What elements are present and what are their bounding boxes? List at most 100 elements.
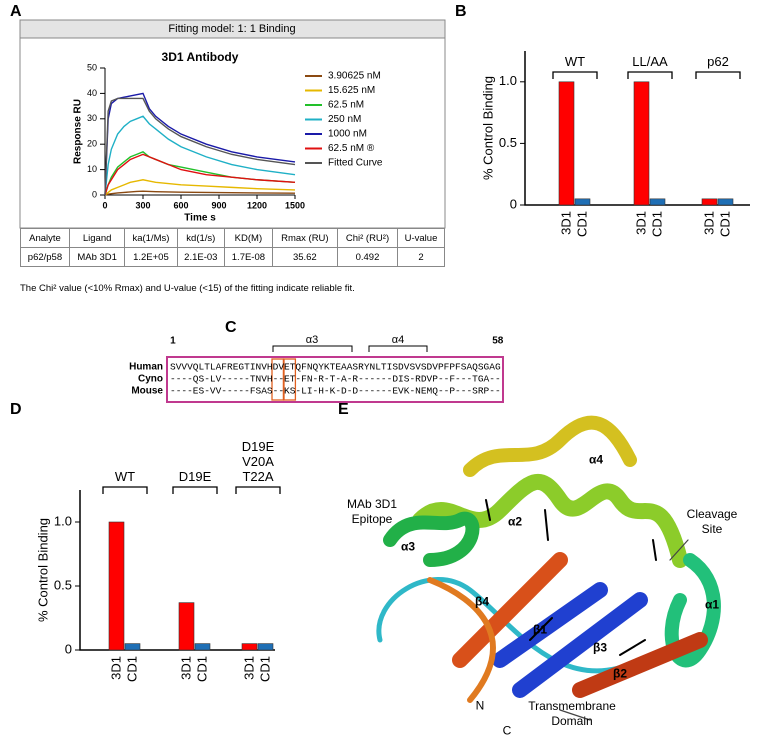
group-bracket xyxy=(102,486,148,494)
table-cell: Chi² (RU²) xyxy=(336,228,399,248)
group-label: D19E xyxy=(178,469,212,484)
bar xyxy=(633,81,650,206)
x-tick-label: 0 xyxy=(102,200,107,210)
legend-label: 62.5 nM ® xyxy=(328,143,375,154)
helix-brackets xyxy=(272,345,428,352)
bar xyxy=(717,198,734,206)
panel-label: C xyxy=(225,319,237,336)
epitope-box xyxy=(283,358,297,401)
y-tick-label: 0.5 xyxy=(499,135,517,150)
y-tick-label: 0 xyxy=(92,189,97,199)
panel-label: D xyxy=(10,401,22,418)
bar-label: CD1 xyxy=(717,211,732,237)
legend-label: 15.625 nM xyxy=(328,85,375,96)
sequence: ----QS-LV-----TNVH--ET-FN-R-T-A-R------D… xyxy=(170,374,501,385)
bar-label: CD1 xyxy=(574,211,589,237)
sequence: ----ES-VV-----FSAS--KS-LI-H-K-D-D------E… xyxy=(170,386,501,397)
bar-label: CD1 xyxy=(124,656,139,682)
panel-label: A xyxy=(10,3,22,20)
sequence: SVVVQLTLAFREGTINVHDVETQFNQYKTEAASRYNLTIS… xyxy=(170,362,501,373)
y-axis-label: % Control Binding xyxy=(35,518,50,622)
y-axis-label: Response RU xyxy=(73,99,84,164)
legend-label: 1000 nM xyxy=(328,129,367,140)
y-tick-label: 1.0 xyxy=(499,73,517,88)
structure-label: Cleavage Site xyxy=(686,507,738,536)
table-cell: kd(1/s) xyxy=(176,228,226,248)
group-bracket xyxy=(235,486,281,494)
bar-label: 3D1 xyxy=(558,211,573,235)
table-cell: MAb 3D1 xyxy=(68,247,126,267)
table-cell: Ligand xyxy=(68,228,126,248)
structure-label: α4 xyxy=(588,452,604,467)
bar-label: 3D1 xyxy=(633,211,648,235)
group-label: LL/AA xyxy=(632,54,668,69)
table-cell: ka(1/Ms) xyxy=(124,228,178,248)
group-label: p62 xyxy=(707,54,729,69)
y-tick-label: 20 xyxy=(87,139,97,149)
bar-label: 3D1 xyxy=(178,656,193,680)
chart-title: 3D1 Antibody xyxy=(162,50,239,64)
species-name: Cyno xyxy=(138,374,163,385)
x-axis-label: Time s xyxy=(184,213,216,224)
line xyxy=(104,153,296,196)
bar xyxy=(241,643,258,651)
fit-note: The Chi² value (<10% Rmax) and U-value (… xyxy=(20,283,355,294)
line xyxy=(104,92,296,196)
structure-label: β1 xyxy=(533,622,547,637)
structure-label: β3 xyxy=(593,640,607,655)
bar-label: CD1 xyxy=(194,656,209,682)
line xyxy=(104,179,296,196)
bar xyxy=(257,643,274,651)
species-name: Mouse xyxy=(131,386,163,397)
structure-label: MAb 3D1 Epitope xyxy=(346,497,398,526)
panel-label: B xyxy=(455,3,467,20)
structure-label: α3 xyxy=(400,539,416,554)
table-cell: U-value xyxy=(397,228,445,248)
panel-label: E xyxy=(338,401,349,418)
y-tick-label: 0 xyxy=(510,196,517,211)
x-tick-label: 1200 xyxy=(247,200,267,210)
structure-label: β4 xyxy=(475,594,489,609)
helix-label: α3 xyxy=(306,334,318,346)
legend-label: 250 nM xyxy=(328,114,361,125)
y-tick-label: 50 xyxy=(87,62,97,72)
legend-label: 3.90625 nM xyxy=(328,71,381,82)
table-cell: KD(M) xyxy=(224,228,273,248)
line xyxy=(104,97,296,196)
y-tick-label: 0 xyxy=(65,641,72,656)
line xyxy=(104,115,296,196)
x-tick-label: 300 xyxy=(135,200,150,210)
bar xyxy=(649,198,666,206)
table-cell: 2 xyxy=(397,247,445,267)
y-tick-label: 40 xyxy=(87,88,97,98)
bar xyxy=(558,81,575,206)
fit-header-bar xyxy=(19,19,446,39)
bar-label: 3D1 xyxy=(241,656,256,680)
structure-label: N xyxy=(475,698,485,713)
x-tick-label: 600 xyxy=(173,200,188,210)
y-tick-label: 1.0 xyxy=(54,513,72,528)
fit-table: Analyte Ligand ka(1/Ms) kd(1/s) KD(M) Rmax (R… xyxy=(20,228,445,267)
group-label: WT xyxy=(564,54,586,69)
legend-label: Fitted Curve xyxy=(328,158,383,169)
table-cell: 0.492 xyxy=(336,247,399,267)
y-tick-label: 30 xyxy=(87,113,97,123)
bar xyxy=(178,602,195,651)
line xyxy=(104,151,296,196)
fit-header: Fitting model: 1: 1 Binding xyxy=(168,23,295,35)
group-label: D19E V20A T22A xyxy=(241,439,275,484)
x-tick-label: 1500 xyxy=(285,200,305,210)
group-bracket xyxy=(627,71,673,79)
bar-label: CD1 xyxy=(257,656,272,682)
structure-label: C xyxy=(502,723,512,738)
y-tick-label: 10 xyxy=(87,164,97,174)
position-number: 1 xyxy=(170,336,176,347)
table-cell: 35.62 xyxy=(271,247,338,267)
structure-label: Transmembrane Domain xyxy=(528,699,616,728)
bar xyxy=(574,198,591,206)
table-cell: 1.2E+05 xyxy=(124,247,178,267)
table-cell: 1.7E-08 xyxy=(224,247,273,267)
group-bracket xyxy=(695,71,741,79)
